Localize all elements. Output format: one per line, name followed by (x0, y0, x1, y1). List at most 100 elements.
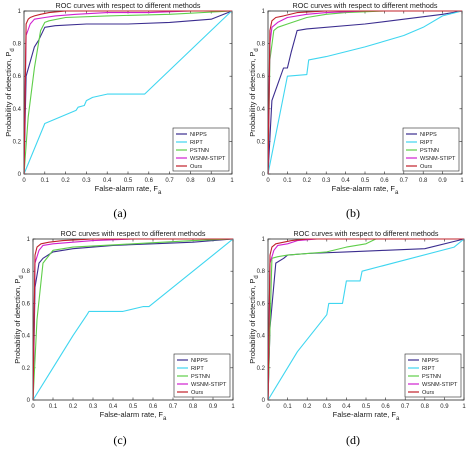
legend: NIPPS RIPT PSTNN WSNM-STIPT Ours (172, 127, 230, 172)
chart-title: ROC curves with respect to different met… (293, 1, 438, 10)
caption-a: (a) (113, 206, 127, 220)
x-tick-label: 0.8 (421, 404, 430, 410)
x-tick-label: 0 (31, 404, 35, 410)
series-line-pstnn (33, 238, 234, 400)
x-tick-label: 0.8 (186, 178, 195, 184)
chart-panel-c: 0 0.1 0.2 0.3 0.4 0.5 0.6 0.7 0.8 0.9 1 0 0.2 0.4 0.6 0… (13, 229, 235, 422)
x-tick-label: 0.4 (103, 178, 112, 184)
x-tick-label: 0.2 (303, 178, 312, 184)
x-axis-label: False-alarm rate, Fa (100, 410, 167, 422)
y-axis-label: Probability of detection, Pd (13, 275, 25, 363)
legend-entry: PSTNN (191, 374, 210, 380)
x-tick-label: 0.6 (145, 178, 154, 184)
x-tick-label: 1 (462, 404, 466, 410)
y-axis-label: Probability of detection, Pd (248, 275, 260, 363)
series-line-wsnm-stipt (24, 10, 232, 174)
y-tick-label: 0.6 (22, 301, 31, 307)
x-tick-label: 0.8 (189, 404, 198, 410)
x-tick-label: 1 (231, 404, 235, 410)
y-tick-label: 0.6 (257, 301, 266, 307)
series-line-ours (268, 238, 464, 400)
legend-entry: Ours (191, 390, 203, 396)
x-axis-label: False-alarm rate, Fa (333, 410, 400, 422)
legend-entry: RIPT (190, 140, 203, 146)
x-tick-label: 0.6 (149, 404, 158, 410)
y-tick-label: 0 (262, 172, 266, 178)
y-tick-label: 0.6 (257, 74, 266, 80)
y-axis-label: Probability of detection, Pd (4, 48, 16, 136)
y-tick-label: 0.8 (22, 269, 31, 275)
x-tick-label: 0 (266, 178, 270, 184)
series-line-pstnn (268, 10, 462, 174)
x-tick-label: 0.3 (89, 404, 98, 410)
x-tick-label: 0.9 (440, 404, 449, 410)
series-line-ript (268, 10, 463, 174)
x-tick-label: 0.8 (419, 178, 428, 184)
series-line-ript (24, 10, 233, 174)
series-line-nipps (24, 10, 233, 174)
x-tick-label: 0.5 (124, 178, 133, 184)
y-tick-label: 0.8 (13, 42, 22, 48)
legend-entry: RIPT (420, 140, 433, 146)
legend-entry: PSTNN (420, 148, 439, 154)
x-tick-label: 0.3 (82, 178, 91, 184)
x-tick-label: 0.2 (303, 404, 312, 410)
series-group (268, 238, 465, 400)
x-tick-label: 0.7 (401, 404, 410, 410)
series-group (268, 10, 463, 174)
legend: NIPPS RIPT PSTNN WSNM-STIPT Ours (173, 353, 231, 398)
series-line-ours (33, 238, 233, 400)
x-tick-label: 0.5 (129, 404, 138, 410)
x-tick-label: 0.7 (165, 178, 174, 184)
x-tick-label: 0.9 (438, 178, 447, 184)
x-axis-label: False-alarm rate, Fa (332, 184, 399, 196)
y-tick-label: 0 (262, 398, 266, 404)
x-tick-label: 0.2 (69, 404, 78, 410)
y-tick-label: 0.8 (257, 42, 266, 48)
legend-entry: WSNM-STIPT (191, 382, 227, 388)
y-tick-label: 0.2 (22, 366, 31, 372)
x-tick-label: 0.3 (323, 404, 332, 410)
x-tick-label: 0 (266, 404, 270, 410)
x-tick-label: 0.6 (380, 178, 389, 184)
y-tick-label: 0.4 (22, 334, 31, 340)
series-line-ours (24, 10, 232, 174)
y-tick-label: 1 (27, 237, 31, 243)
legend-entry: RIPT (191, 366, 204, 372)
x-tick-label: 0.1 (283, 404, 292, 410)
legend-entry: WSNM-STIPT (420, 156, 456, 162)
legend-entry: PSTNN (190, 148, 209, 154)
legend-entry: NIPPS (422, 358, 439, 364)
caption-c: (c) (113, 433, 127, 447)
x-tick-label: 0.5 (362, 404, 371, 410)
legend: NIPPS RIPT PSTNN WSNM-STIPT Ours (402, 127, 460, 172)
legend-entry: Ours (422, 390, 434, 396)
x-tick-label: 1 (460, 178, 464, 184)
legend-entry: NIPPS (420, 132, 437, 138)
x-tick-label: 0.1 (49, 404, 58, 410)
legend-entry: NIPPS (190, 132, 207, 138)
y-axis-label: Probability of detection, Pd (248, 48, 260, 136)
x-tick-label: 0 (22, 178, 26, 184)
series-group (24, 10, 233, 174)
y-tick-label: 0.4 (257, 107, 266, 113)
y-tick-label: 1 (18, 9, 22, 15)
y-tick-label: 0.2 (13, 139, 22, 145)
legend-entry: Ours (420, 164, 432, 170)
caption-b: (b) (346, 206, 360, 220)
caption-d: (d) (346, 433, 360, 447)
x-tick-label: 0.5 (361, 178, 370, 184)
y-tick-label: 0.4 (257, 334, 266, 340)
series-line-nipps (33, 238, 234, 400)
x-tick-label: 0.1 (283, 178, 292, 184)
chart-panel-b: 0 0.1 0.2 0.3 0.4 0.5 0.6 0.7 0.8 0.9 1 0 0.2 0.4 0.6 0… (248, 1, 464, 196)
series-line-ript (33, 238, 234, 400)
y-tick-label: 0 (18, 172, 22, 178)
series-line-pstnn (24, 10, 233, 174)
legend-entry: Ours (190, 164, 202, 170)
chart-panel-d: 0 0.1 0.2 0.3 0.4 0.5 0.6 0.7 0.8 0.9 1 0 0.2 0.4 0.6 0… (248, 229, 466, 422)
x-tick-label: 0.9 (209, 404, 218, 410)
legend-entry: WSNM-STIPT (190, 156, 226, 162)
x-axis-label: False-alarm rate, Fa (95, 184, 162, 196)
y-tick-label: 0.4 (13, 107, 22, 113)
